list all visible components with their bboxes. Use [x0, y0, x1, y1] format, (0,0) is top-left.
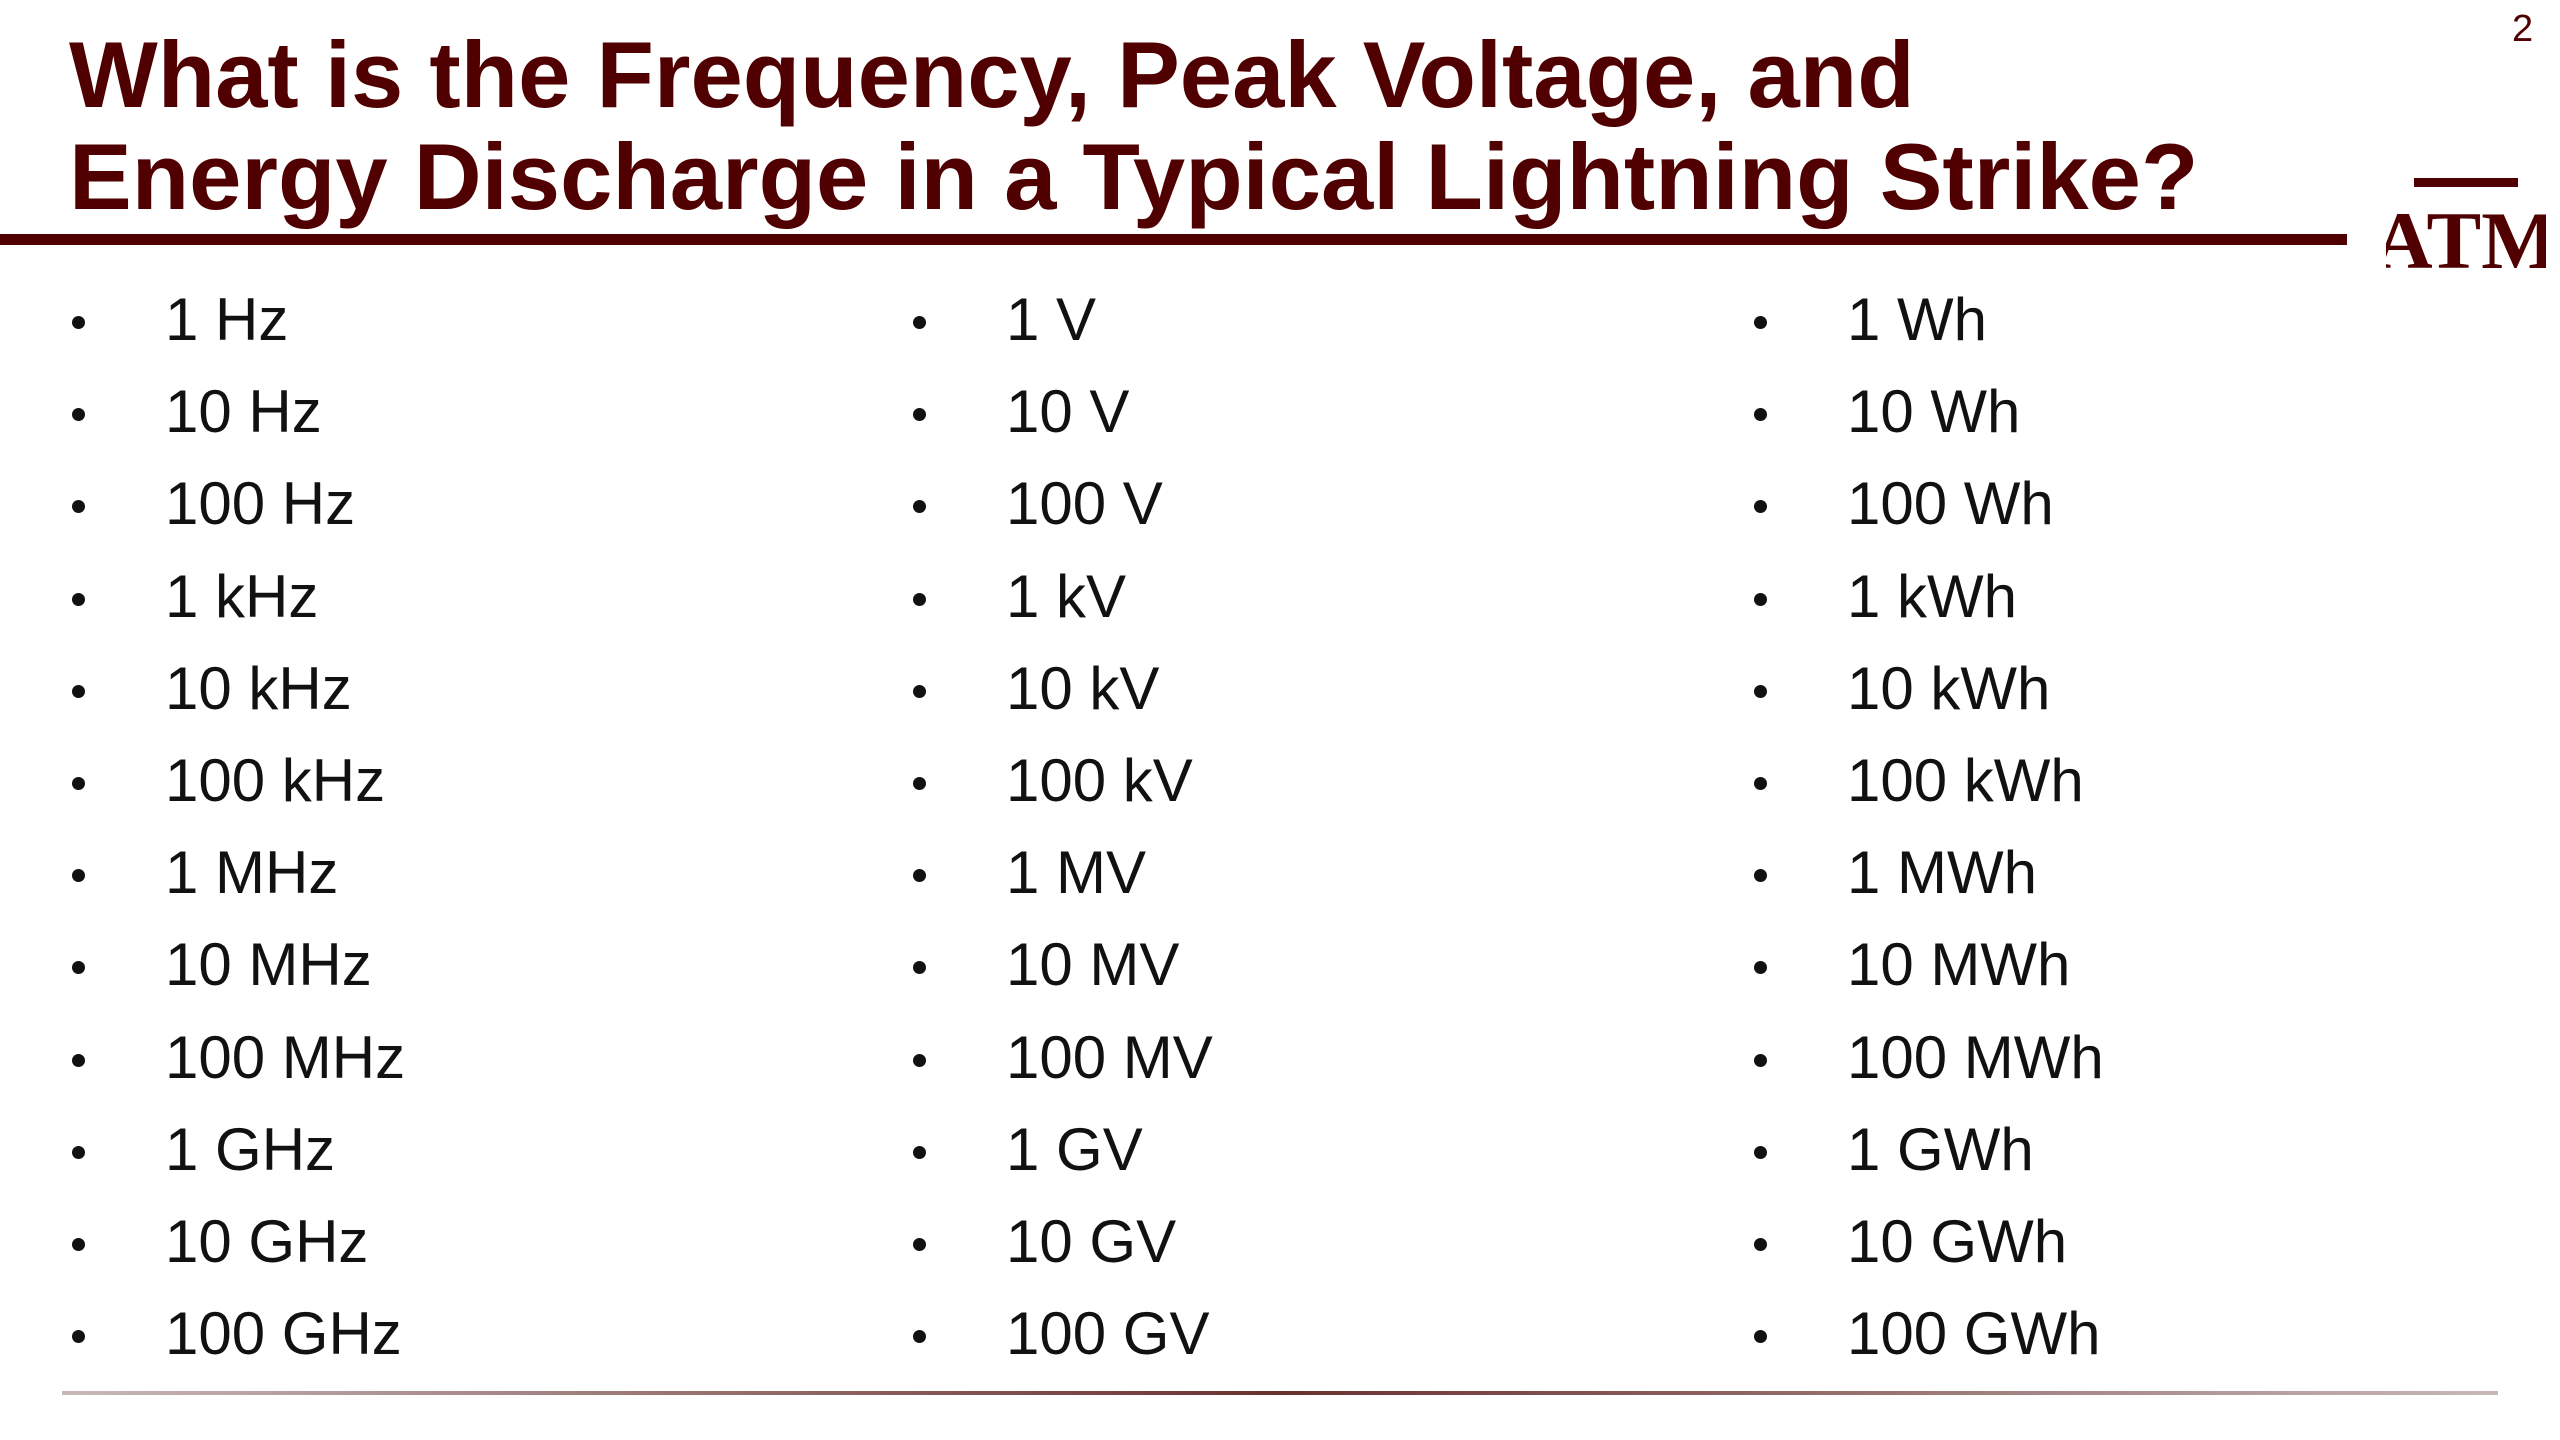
bullet [1754, 592, 1767, 606]
list-item: 100 MWh [1847, 1023, 2104, 1091]
list-item: 10 GWh [1847, 1208, 2068, 1275]
list-item: 100 GV [1006, 1300, 1210, 1368]
bullet [1754, 1053, 1767, 1067]
list-item: 10 Hz [165, 378, 322, 446]
list-item: 1 kWh [1847, 562, 2018, 630]
bullet [913, 316, 926, 329]
title-line: What is the Frequency, Peak Voltage, and [69, 22, 1915, 127]
list-item: 1 kHz [165, 562, 319, 630]
bullet [913, 961, 926, 975]
bullet [72, 961, 85, 975]
bullet [72, 1330, 85, 1344]
bullet [72, 1238, 85, 1251]
page-number: 2 [2512, 8, 2534, 50]
list-item: 10 MHz [165, 931, 372, 999]
logo-bar [2414, 178, 2518, 187]
bullet [72, 777, 85, 790]
bullet [72, 1145, 85, 1159]
list-item: 100 kHz [165, 747, 386, 814]
bullet [913, 1053, 926, 1067]
list-item: 100 kWh [1847, 747, 2084, 814]
bullet [913, 500, 926, 514]
title-line: Energy Discharge in a Typical Lightning … [69, 124, 2199, 229]
list-item: 10 Wh [1847, 378, 2021, 446]
bullet [72, 408, 85, 422]
bullet [72, 684, 85, 698]
bullet [1754, 1238, 1767, 1251]
logo: ATM [2386, 178, 2546, 286]
list-item: 100 V [1006, 470, 1163, 538]
bullet [72, 500, 85, 514]
list-item: 100 GHz [165, 1300, 402, 1368]
list-item: 1 GWh [1847, 1115, 2034, 1183]
bullet [913, 869, 926, 883]
bullet [913, 408, 926, 422]
list-item: 100 kV [1006, 747, 1193, 814]
bullet [1754, 1330, 1767, 1344]
bullet [1754, 777, 1767, 790]
list-item: 100 GWh [1847, 1300, 2101, 1368]
bullet [1754, 1145, 1767, 1159]
bullet [1754, 869, 1767, 883]
list-item: 10 kV [1006, 654, 1160, 722]
list-item: 10 kWh [1847, 654, 2051, 722]
bullet [72, 869, 85, 883]
list-item: 1 V [1006, 286, 1097, 353]
logo-text: ATM [2386, 195, 2546, 286]
list-item: 10 MV [1006, 931, 1180, 999]
list-item: 10 GV [1006, 1208, 1177, 1275]
list-item: 1 kV [1006, 562, 1127, 630]
bullet [913, 1145, 926, 1159]
title-rule [0, 234, 2347, 245]
list-item: 100 MHz [165, 1023, 406, 1091]
list-item: 10 GHz [165, 1208, 369, 1275]
bullet [913, 1238, 926, 1251]
bullet [72, 592, 85, 606]
list-item: 10 kHz [165, 654, 352, 722]
bullet [72, 1053, 85, 1067]
list-item: 1 GHz [165, 1115, 336, 1183]
bullet [913, 592, 926, 606]
list-item: 100 Wh [1847, 470, 2054, 538]
list-item: 1 MV [1006, 839, 1147, 907]
list-item: 1 Wh [1847, 286, 1988, 353]
bullet [1754, 961, 1767, 975]
list-item: 1 Hz [165, 286, 289, 353]
bullet [1754, 408, 1767, 422]
list-item: 100 Hz [165, 470, 356, 538]
list-item: 1 GV [1006, 1115, 1143, 1183]
list-item: 10 MWh [1847, 931, 2071, 999]
list-item: 1 MHz [165, 839, 339, 907]
list-item: 1 MWh [1847, 839, 2038, 907]
bullet [913, 684, 926, 698]
bullet [1754, 684, 1767, 698]
list-item: 100 MV [1006, 1023, 1213, 1091]
bullet [913, 1330, 926, 1344]
list-item: 10 V [1006, 378, 1130, 446]
bullet [913, 777, 926, 790]
bullet [1754, 500, 1767, 514]
bullet [1754, 316, 1767, 329]
bullet [72, 316, 85, 329]
footer-rule [62, 1391, 2498, 1395]
